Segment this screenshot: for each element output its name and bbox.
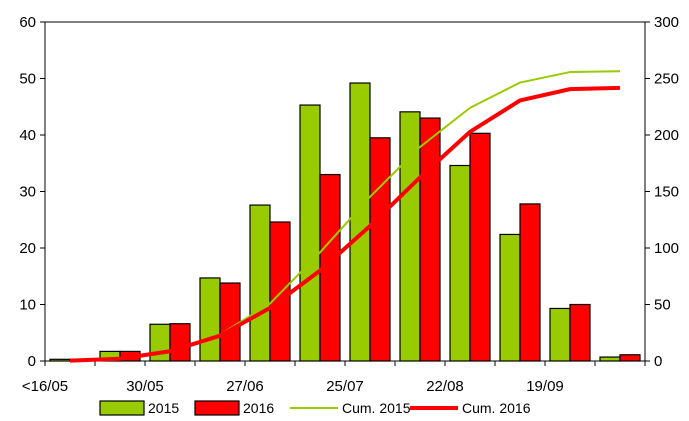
legend-label: 2015 — [148, 400, 179, 416]
right-axis-tick-label: 250 — [654, 71, 679, 88]
left-axis-tick-label: 60 — [19, 14, 36, 31]
line-cum-2016 — [69, 85, 621, 363]
x-axis-tick-label: 22/08 — [426, 378, 464, 395]
left-axis-tick-label: 20 — [19, 240, 36, 257]
plot-area: 0 10 20 30 40 50 60 0 50 100 150 200 250 300 <16/05 30/… — [19, 14, 679, 395]
legend: 2015 2016 Cum. 2015 Cum. 2016 — [99, 400, 531, 416]
legend-label: Cum. 2015 — [342, 400, 411, 416]
bar-2015 — [49, 358, 71, 362]
legend-label: 2016 — [243, 400, 274, 416]
left-axis-tick-label: 40 — [19, 127, 36, 144]
right-axis-tick-label: 50 — [654, 297, 671, 314]
bar-2016 — [619, 354, 641, 362]
legend-swatch-2015 — [99, 400, 145, 416]
x-axis-tick-label: 30/05 — [126, 378, 164, 395]
right-axis-tick-label: 200 — [654, 127, 679, 144]
bar-2015 — [449, 164, 471, 362]
left-axis-tick-label: 50 — [19, 71, 36, 88]
left-axis-tick-label: 0 — [28, 353, 36, 370]
bar-2016 — [569, 303, 591, 362]
right-axis-tick-label: 150 — [654, 184, 679, 201]
bar-2016 — [269, 221, 291, 362]
bar-2015 — [499, 233, 521, 362]
bar-2015 — [249, 204, 271, 362]
right-axis-tick-label: 100 — [654, 240, 679, 257]
bar-2015 — [349, 82, 371, 362]
bar-2015 — [599, 356, 621, 362]
right-axis-tick-label: 0 — [654, 353, 662, 370]
bar-2016 — [219, 282, 241, 362]
legend-label: Cum. 2016 — [462, 400, 531, 416]
bar-2016 — [469, 132, 491, 362]
bar-2015 — [299, 104, 321, 362]
bar-2016 — [319, 173, 341, 362]
bar-2015 — [549, 307, 571, 362]
bar-2016 — [419, 117, 441, 362]
left-axis-tick-label: 30 — [19, 184, 36, 201]
bar-2016 — [169, 323, 191, 362]
bar-2016 — [519, 203, 541, 362]
left-axis-tick-label: 10 — [19, 297, 36, 314]
right-axis-tick-label: 300 — [654, 14, 679, 31]
x-axis-tick-label: 25/07 — [326, 378, 364, 395]
legend-swatch-2016 — [194, 400, 240, 416]
bar-2016 — [369, 137, 391, 362]
x-axis-tick-label: 27/06 — [226, 378, 264, 395]
x-axis-tick-label: 19/09 — [526, 378, 564, 395]
bar-2015 — [199, 277, 221, 362]
x-axis-tick-label: <16/05 — [22, 378, 68, 395]
